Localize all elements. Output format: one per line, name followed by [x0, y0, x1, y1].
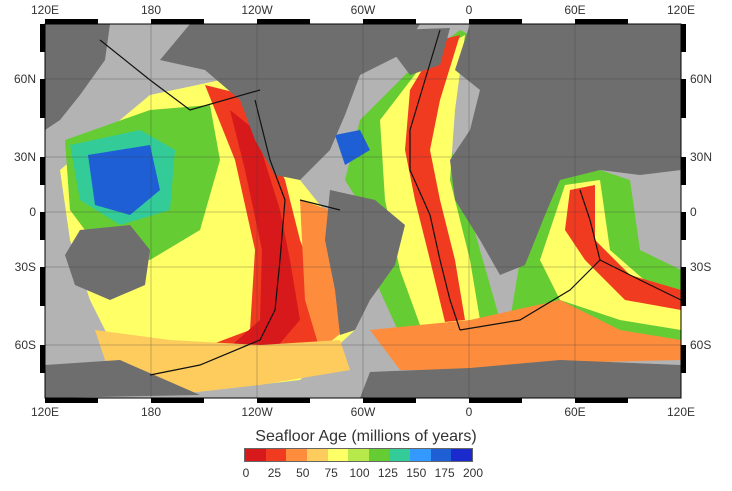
atlantic-crust-old: [335, 130, 370, 165]
top-lon-label: 120E: [31, 3, 59, 17]
top-lon-label: 60W: [351, 3, 376, 17]
legend-swatch: [327, 449, 349, 461]
right-lat-label: 30S: [690, 260, 711, 274]
mid-atlantic-ridge: [405, 35, 465, 322]
bottom-lon-label: 180: [141, 405, 161, 419]
right-lat-label: 60S: [690, 338, 711, 352]
legend-swatch: [368, 449, 390, 461]
legend-swatch: [451, 449, 473, 461]
graticule: [45, 24, 681, 398]
top-longitude-labels: 120E 180 120W 60W 0 60E 120E: [31, 3, 695, 17]
legend-swatch: [245, 449, 266, 461]
top-lon-label: 60E: [564, 3, 585, 17]
bottom-lon-label: 60W: [351, 405, 376, 419]
legend-tick-label: 100: [349, 466, 370, 480]
antarctica: [45, 360, 681, 398]
southern-ocean-crust: [370, 300, 681, 370]
legend-swatch: [410, 449, 431, 461]
right-latitude-labels: 60N 30N 0 30S 60S: [690, 72, 712, 352]
legend-tick-label: 50: [296, 466, 310, 480]
legend-color-bar: [244, 448, 473, 462]
right-lat-label: 0: [690, 205, 697, 219]
legend-tick-label: 150: [406, 466, 427, 480]
left-lat-label: 30N: [14, 150, 36, 164]
legend-swatch: [348, 449, 369, 461]
legend-swatch: [265, 449, 287, 461]
top-lon-label: 120E: [667, 3, 695, 17]
asia-west-edge: [45, 24, 110, 130]
bottom-lon-label: 120E: [667, 405, 695, 419]
left-lat-label: 60N: [14, 72, 36, 86]
bottom-lon-label: 120E: [31, 405, 59, 419]
greenland: [395, 28, 450, 75]
left-latitude-labels: 60N 30N 0 30S 60S: [14, 72, 36, 352]
north-america: [160, 24, 420, 180]
left-lat-label: 0: [29, 205, 36, 219]
bottom-lon-label: 0: [466, 405, 473, 419]
top-lon-label: 120W: [241, 3, 273, 17]
legend-swatch: [306, 449, 328, 461]
legend-swatch: [430, 449, 452, 461]
legend-title: Seafloor Age (millions of years): [255, 428, 477, 445]
left-lat-label: 60S: [15, 338, 36, 352]
east-pacific-rise-core: [215, 110, 300, 360]
bottom-lon-label: 60E: [564, 405, 585, 419]
legend-tick-label: 25: [267, 466, 282, 480]
top-lon-label: 0: [466, 3, 473, 17]
plate-boundaries: [99, 29, 681, 376]
legend-tick-label: 0: [242, 466, 250, 480]
legend-swatch: [286, 449, 307, 461]
legend-swatch: [389, 449, 411, 461]
legend-tick-labels: 0 25 50 75 100 125 150 175 200: [232, 466, 484, 482]
legend-tick-label: 175: [434, 466, 455, 480]
australia: [65, 225, 150, 300]
pacific-crust-old: [88, 145, 160, 215]
right-lat-label: 60N: [690, 72, 712, 86]
legend-tick-label: 200: [462, 466, 484, 480]
right-lat-label: 30N: [690, 150, 712, 164]
top-lon-label: 180: [141, 3, 161, 17]
bottom-lon-label: 120W: [241, 405, 273, 419]
indian-ridge: [565, 185, 681, 310]
south-america: [325, 190, 405, 335]
legend-tick-label: 75: [324, 466, 338, 480]
frame-border-blocks: [40, 19, 686, 403]
legend-tick-label: 125: [377, 466, 398, 480]
left-lat-label: 30S: [15, 260, 36, 274]
bottom-longitude-labels: 120E 180 120W 60W 0 60E 120E: [31, 405, 695, 419]
